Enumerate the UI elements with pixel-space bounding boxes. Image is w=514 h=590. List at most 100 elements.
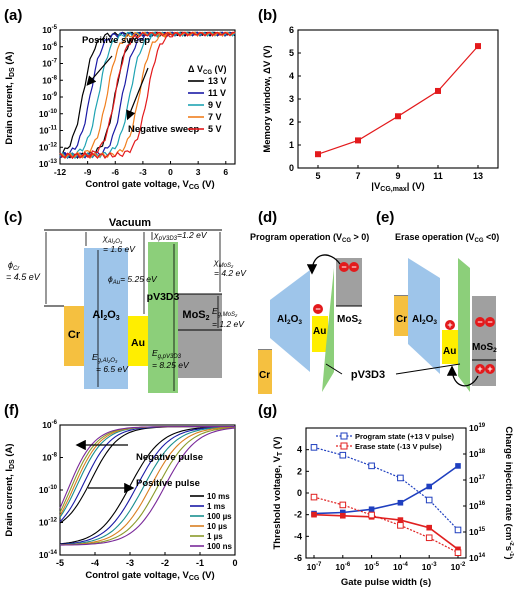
panel-a-xlabel: Control gate voltage, VCG (V) (85, 179, 214, 191)
shared-pv3d3-label: pV3D3 (351, 369, 385, 381)
a-ytick-label: 10-10 (39, 109, 58, 119)
phi-cr-symbol: ϕCr (8, 260, 20, 272)
b-ytick-label: 3 (289, 94, 294, 104)
panel-c: (c) Vacuum Cr Al2O3 Au pV3D3 MoS2 ϕCr = … (4, 209, 247, 393)
d-electron-1-sign: − (341, 262, 346, 272)
g-ytick-right-label: 1017 (469, 475, 486, 485)
b-ytick-label: 5 (289, 48, 294, 58)
g-ytick-right-label: 1018 (469, 449, 486, 459)
a-series-5V-reverse (59, 31, 235, 160)
e-electron-2-sign: − (487, 317, 492, 327)
g-data-point (368, 506, 375, 513)
g-data-point (368, 511, 375, 519)
g-data-point (397, 517, 404, 523)
positive-sweep-label: Positive sweep (82, 35, 150, 46)
b-data-point (315, 151, 321, 158)
e-hole-2-sign: + (487, 364, 492, 374)
g-ytick-left-label: 4 (297, 445, 302, 455)
g-data-point (368, 462, 375, 470)
legend-program-label: Program state (+13 V pulse) (355, 432, 454, 441)
e-hole-2 (485, 364, 495, 374)
g-ytick-left-label: -2 (294, 510, 302, 520)
f-ytick-label: 10-12 (39, 518, 58, 528)
negative-sweep-label: Negative sweep (128, 124, 199, 135)
e-mos2-label: MoS2 (472, 342, 497, 354)
eg-pv-symbol: Eg,pV3D3 (152, 348, 182, 360)
a-ytick-label: 10-8 (42, 75, 57, 85)
a-xtick-label: 3 (196, 167, 201, 177)
panel-f-label: (f) (4, 402, 19, 419)
negative-pulse-label: Negative pulse (136, 452, 203, 463)
f-ytick-label: 10-14 (39, 550, 58, 560)
g-ytick-left-label: 2 (297, 466, 302, 476)
panel-a-label: (a) (4, 7, 22, 24)
g-data-point (426, 524, 432, 531)
d-al2o3-trapezoid (270, 270, 310, 372)
pv3d3-label: pV3D3 (147, 291, 180, 303)
b-xtick-label: 9 (395, 171, 400, 181)
a-xtick-label: -12 (54, 167, 67, 177)
g-xtick-label: 10-5 (364, 562, 379, 572)
f-series-2-reverse (59, 426, 236, 546)
b-ytick-label: 2 (289, 117, 294, 127)
d-cr-label: Cr (259, 370, 270, 381)
phi-au-symbol: ϕAu= 5.25 eV (108, 274, 158, 286)
f-xtick-label: -2 (161, 558, 169, 568)
g-data-point (340, 512, 346, 519)
d-au-label: Au (313, 326, 326, 337)
g-data-point (311, 511, 317, 518)
chi-al-symbol: χAl₂O₃ (102, 233, 123, 245)
positive-sweep-arrow (86, 55, 113, 86)
chi-al-value: = 1.6 eV (103, 244, 136, 254)
e-hole-1-sign: + (477, 364, 482, 374)
panel-e-title: Erase operation (VCG <0) (395, 232, 499, 244)
a-ytick-label: 10-12 (39, 142, 58, 152)
a-ytick-label: 10-5 (42, 25, 57, 35)
e-au-block (442, 330, 458, 364)
f-series-0-reverse (59, 426, 235, 545)
au-label: Au (131, 337, 145, 349)
g-data-point (455, 546, 461, 553)
a-legend-label: 5 V (208, 124, 222, 134)
g-xtick-label: 10-6 (335, 562, 350, 572)
g-data-point (310, 444, 318, 451)
a-xtick-label: 0 (168, 167, 173, 177)
g-data-point (340, 509, 346, 516)
b-ytick-label: 6 (289, 25, 294, 35)
g-data-point (426, 483, 432, 490)
panel-b-ylabel: Memory window, ΔV (V) (262, 45, 273, 152)
g-data-point (425, 534, 433, 542)
b-xtick-label: 7 (355, 171, 360, 181)
e-electron-1 (475, 317, 485, 327)
panel-b-frame (297, 29, 499, 169)
e-pv3d3-band (458, 258, 470, 392)
g-xtick-label: 10-2 (451, 562, 466, 572)
g-data-point (397, 522, 404, 529)
e-electron-2 (485, 317, 495, 327)
legend-program-marker (340, 432, 348, 440)
a-xtick-label: -6 (111, 167, 119, 177)
e-cr-block (394, 296, 408, 336)
e-al2o3-label: Al2O3 (412, 314, 437, 326)
panel-g-ticks: 10-7 10-6 10-5 10-4 10-3 10-2 4 2 0 -2 -4 -6 1019 101… (294, 423, 486, 572)
chi-pv-symbol: χpV3D3=1.2 eV (153, 230, 208, 242)
d-mos2-label: MoS2 (337, 314, 362, 326)
e-cr-label: Cr (396, 314, 407, 325)
f-xtick-label: -5 (56, 558, 64, 568)
panel-f-xlabel: Control gate voltage, VCG (V) (85, 570, 214, 582)
a-ytick-label: 10-7 (42, 59, 57, 69)
b-data-point (395, 113, 401, 120)
panel-f-ylabel: Drain current, IDS (A) (4, 443, 16, 536)
panel-b-ticks: 5 7 9 11 13 0 1 2 3 4 5 6 (289, 25, 483, 181)
a-ytick-label: 10-9 (42, 92, 57, 102)
eg-mos-value: = 1.2 eV (212, 319, 245, 329)
f-ytick-label: 10-8 (42, 453, 57, 463)
g-ytick-left-label: -4 (294, 531, 302, 541)
panel-g-label: (g) (258, 402, 277, 419)
phi-cr-value: = 4.5 eV (6, 272, 41, 282)
e-au-label: Au (443, 346, 456, 357)
g-ytick-right-label: 1016 (469, 501, 486, 511)
legend-erase-marker (340, 442, 348, 450)
panel-d-label: (d) (258, 209, 277, 226)
